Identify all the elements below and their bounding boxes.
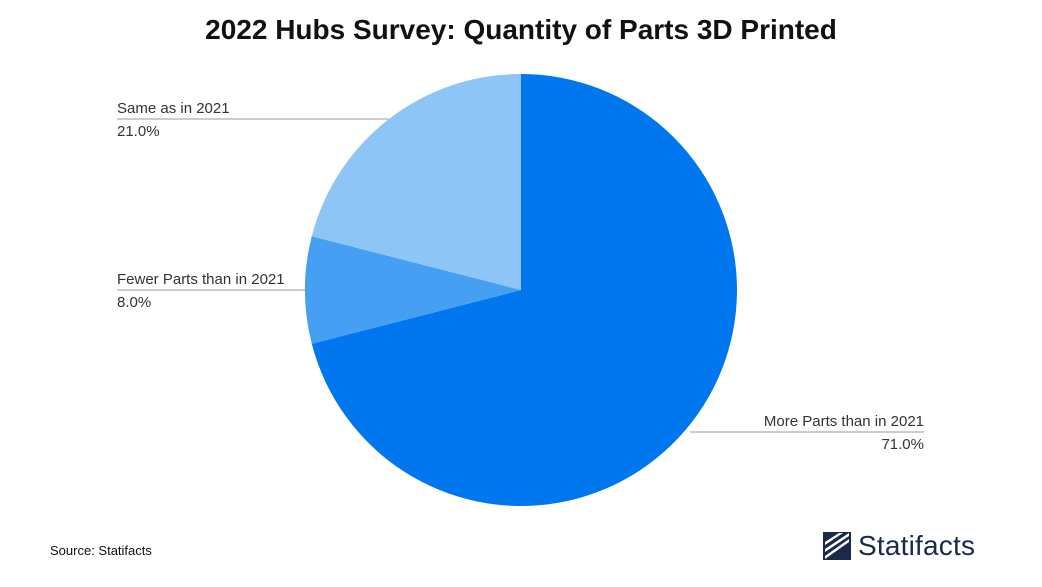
- brand-name: Statifacts: [858, 530, 976, 561]
- slice-value-fewer-parts-than-in-2021: 8.0%: [117, 294, 151, 311]
- pie-slice-same-as-in-2021: [311, 74, 521, 290]
- brand-logo: Statifacts: [822, 530, 975, 562]
- slice-value-more-parts-than-in-2021: 71.0%: [881, 436, 924, 453]
- pie-slice-more-parts-than-in-2021: [311, 74, 737, 506]
- statifacts-logo-icon: [823, 532, 851, 560]
- slice-label-same-as-in-2021: Same as in 2021: [117, 100, 230, 117]
- slice-label-fewer-parts-than-in-2021: Fewer Parts than in 2021: [117, 271, 285, 288]
- source-note: Source: Statifacts: [50, 543, 152, 558]
- chart-title: 2022 Hubs Survey: Quantity of Parts 3D P…: [205, 14, 837, 45]
- slice-label-more-parts-than-in-2021: More Parts than in 2021: [764, 413, 924, 430]
- pie-labels: More Parts than in 2021 71.0% Fewer Parts …: [117, 100, 924, 453]
- pie-slice-fewer-parts-than-in-2021: [305, 236, 521, 344]
- pie-slices: [305, 74, 737, 506]
- slice-value-same-as-in-2021: 21.0%: [117, 123, 160, 140]
